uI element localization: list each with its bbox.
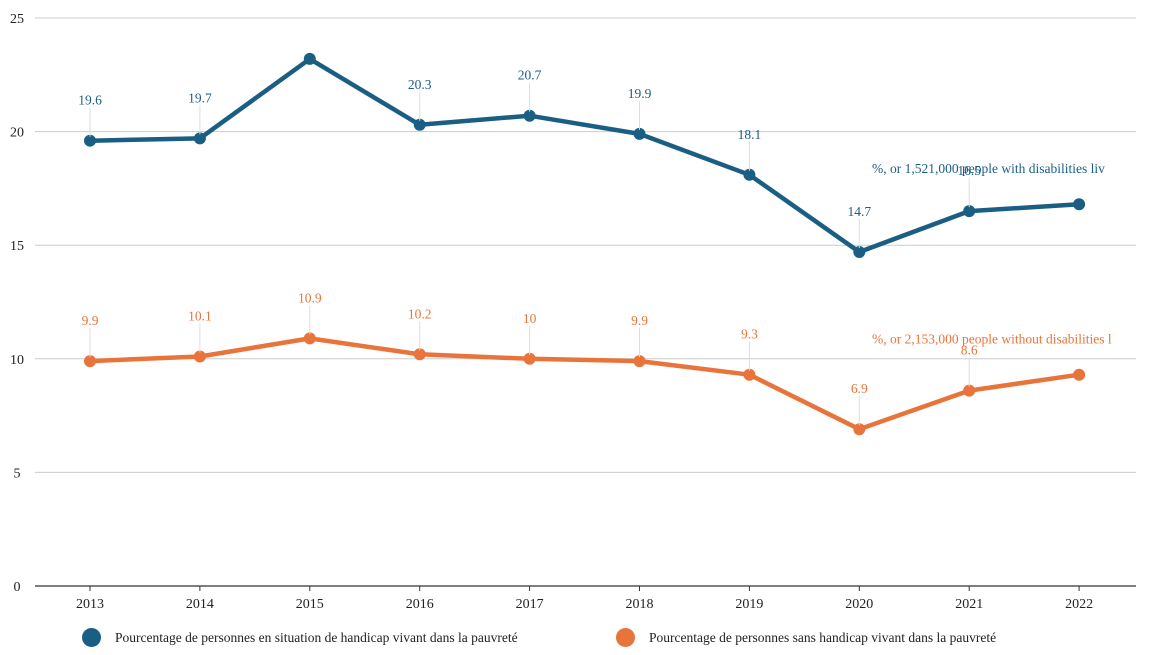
legend-label: Pourcentage de personnes sans handicap v…	[649, 629, 997, 645]
data-point	[523, 109, 536, 122]
y-tick-label: 5	[14, 466, 21, 481]
data-label: 20.7	[518, 68, 542, 83]
series	[84, 52, 1086, 436]
data-point	[743, 368, 756, 381]
legend-item-with-disabilities[interactable]: Pourcentage de personnes en situation de…	[82, 628, 518, 647]
x-tick-label: 2021	[955, 597, 983, 612]
data-point	[413, 348, 426, 361]
x-tick-label: 2016	[406, 597, 434, 612]
data-point	[303, 52, 316, 65]
data-label: 16.5	[957, 163, 981, 178]
y-tick-label: 10	[10, 353, 24, 368]
data-point	[963, 205, 976, 218]
data-labels: 19.6 19.7 20.3 20.7 19.9 18.1 14.7 16.5%, or 1,…	[78, 68, 1112, 426]
data-label: 10.9	[298, 290, 322, 305]
data-point	[633, 127, 646, 140]
data-label: 18.1	[738, 127, 762, 142]
data-label: 8.6	[961, 343, 978, 358]
data-point	[963, 384, 976, 397]
data-point	[523, 352, 536, 365]
data-point	[193, 350, 206, 363]
data-label: 20.3	[408, 77, 432, 92]
data-point	[1073, 198, 1086, 211]
y-tick-label: 20	[10, 126, 24, 141]
data-point	[743, 168, 756, 181]
x-tick-label: 2013	[76, 597, 104, 612]
x-tick-label: 2017	[516, 597, 544, 612]
data-label: 9.3	[741, 327, 758, 342]
data-label: 19.6	[78, 93, 102, 108]
data-label: 10	[523, 311, 537, 326]
gridlines	[35, 17, 1136, 473]
data-point	[193, 132, 206, 145]
data-point	[1073, 368, 1086, 381]
data-point	[84, 134, 96, 147]
data-label: 14.7	[847, 204, 871, 219]
x-tick-label: 2019	[735, 597, 763, 612]
series-line	[87, 56, 1082, 255]
legend-item-without-disabilities[interactable]: Pourcentage de personnes sans handicap v…	[616, 628, 996, 647]
data-label: 9.9	[82, 313, 99, 328]
x-tick-label: 2022	[1065, 597, 1093, 612]
line-chart: 0 5 10 15 20 25 2013 2014 2015 2016 2017 2018 2019 20…	[10, 12, 1136, 612]
y-tick-label: 25	[10, 12, 24, 27]
x-tick-label: 2018	[626, 597, 654, 612]
data-label: 6.9	[851, 381, 868, 396]
data-point	[84, 355, 96, 368]
axes: 0 5 10 15 20 25 2013 2014 2015 2016 2017 2018 2019 20…	[10, 12, 1136, 612]
data-label: 9.9	[631, 313, 648, 328]
data-point	[303, 332, 316, 345]
data-point	[853, 246, 866, 259]
series-annotation: %, or 2,153,000 people without disabilit…	[872, 332, 1112, 347]
x-tick-label: 2015	[296, 597, 324, 612]
data-label: 19.7	[188, 90, 212, 105]
data-label: 10.1	[188, 309, 212, 324]
legend-label: Pourcentage de personnes en situation de…	[115, 629, 518, 645]
data-label: 10.2	[408, 306, 432, 321]
data-label: 19.9	[628, 86, 652, 101]
series-line	[87, 336, 1082, 432]
legend-marker-icon	[616, 628, 635, 647]
series-annotation: %, or 1,521,000 people with disabilities…	[872, 161, 1105, 176]
x-tick-label: 2014	[186, 597, 214, 612]
data-point	[853, 423, 866, 436]
legend-marker-icon	[82, 628, 101, 647]
x-tick-label: 2020	[845, 597, 873, 612]
y-tick-label: 0	[14, 580, 21, 595]
legend: Pourcentage de personnes en situation de…	[0, 628, 1176, 652]
y-tick-label: 15	[10, 239, 24, 254]
data-point	[413, 118, 426, 131]
data-point	[633, 355, 646, 368]
